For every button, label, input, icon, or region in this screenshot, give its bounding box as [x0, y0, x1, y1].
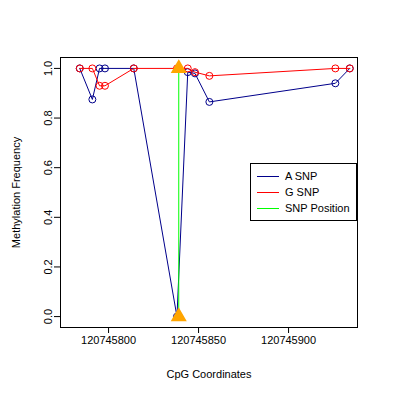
html-text:A SNP: A SNP [285, 170, 318, 182]
svg-text:120745850: 120745850 [171, 334, 226, 346]
svg-text:120745800: 120745800 [81, 334, 136, 346]
svg-text:1.0: 1.0 [42, 61, 54, 76]
svg-text:0.2: 0.2 [42, 259, 54, 274]
svg-text:0.0: 0.0 [42, 309, 54, 324]
svg-text:0.4: 0.4 [42, 210, 54, 225]
svg-text:0.8: 0.8 [42, 110, 54, 125]
html-text:SNP Position: SNP Position [285, 202, 350, 214]
svg-text:Methylation Frequency: Methylation Frequency [10, 136, 22, 248]
html-text:G SNP: G SNP [285, 186, 320, 198]
svg-text:CpG Coordinates: CpG Coordinates [167, 368, 252, 380]
svg-text:0.6: 0.6 [42, 160, 54, 175]
svg-text:120745900: 120745900 [261, 334, 316, 346]
